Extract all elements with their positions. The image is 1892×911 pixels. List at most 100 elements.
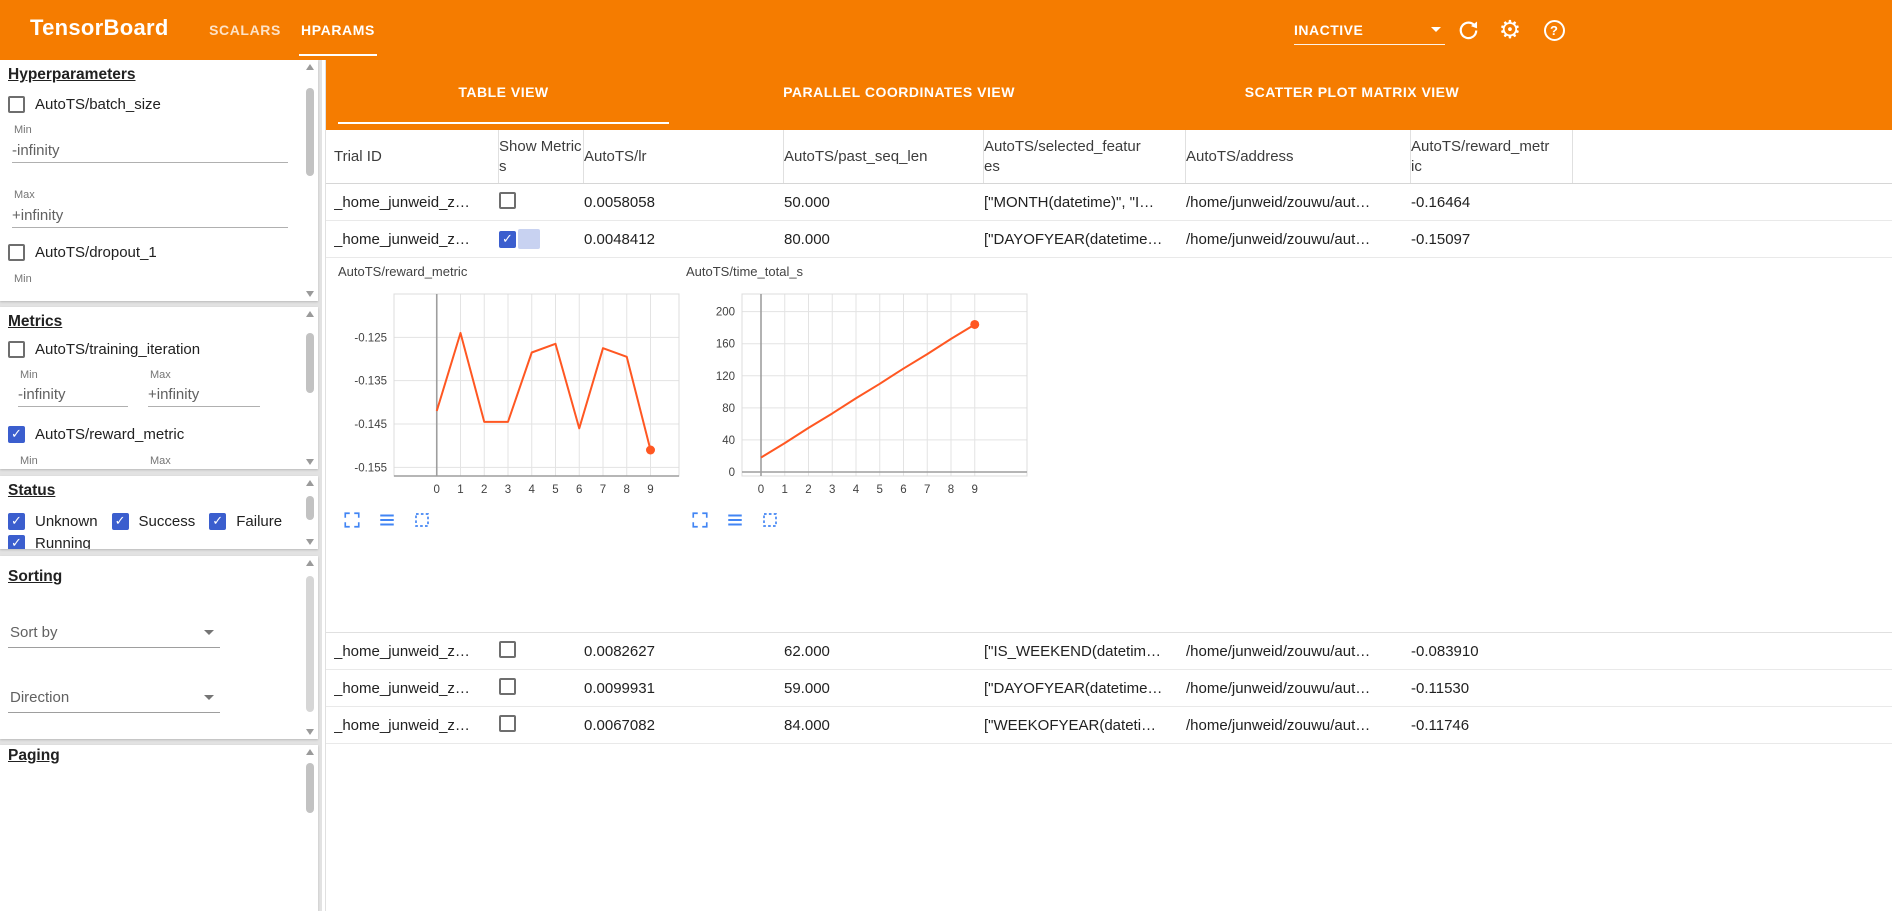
metric-reward-metric-checkbox[interactable]: ✓ (8, 425, 25, 443)
svg-text:3: 3 (829, 484, 835, 496)
scroll-down-icon[interactable] (306, 729, 314, 735)
status-row-1: ✓ Unknown ✓ Success ✓ Failure (8, 510, 296, 532)
show-metrics-checkbox[interactable] (499, 714, 516, 732)
run-status-dropdown[interactable]: INACTIVE (1294, 15, 1445, 45)
lr-cell: 0.0099931 (584, 679, 655, 697)
table-row: _home_junweid_z… ✓ 0.0048412 80.000 ["DA… (326, 221, 1892, 258)
scroll-down-icon[interactable] (306, 459, 314, 465)
scroll-up-icon[interactable] (306, 64, 314, 70)
reward-metric-cell: -0.11746 (1411, 716, 1470, 734)
reward-metric-cell: -0.083910 (1411, 642, 1479, 660)
scrollbar-thumb[interactable] (306, 496, 314, 520)
scrollbar-thumb[interactable] (306, 763, 314, 813)
svg-text:4: 4 (529, 484, 536, 496)
checkbox-ripple (518, 229, 540, 249)
status-success: ✓ Success (111, 512, 195, 530)
run-status-value: INACTIVE (1294, 21, 1364, 38)
marquee-zoom-icon[interactable] (760, 510, 779, 529)
hparam-batch-size-checkbox[interactable] (8, 95, 25, 113)
max-label: Max (150, 369, 171, 381)
reward-metric-chart-block: AutoTS/reward_metric -0.125 -0.135 -0.145-… (338, 264, 688, 529)
fullscreen-icon[interactable] (690, 510, 709, 529)
chart-controls (342, 510, 688, 529)
scrollbar-thumb[interactable] (306, 88, 314, 176)
show-metrics-checkbox[interactable] (499, 640, 516, 658)
help-button[interactable]: ? (1540, 16, 1568, 44)
app-header: TensorBoard SCALARS HPARAMS INACTIVE ⚙ ? (0, 0, 1892, 60)
svg-text:1: 1 (782, 484, 788, 496)
marquee-zoom-icon[interactable] (412, 510, 431, 529)
column-header-trial-id[interactable]: Trial ID (334, 130, 499, 183)
scroll-up-icon[interactable] (306, 749, 314, 755)
min-label: Min (20, 369, 38, 381)
training-iteration-max-input[interactable] (148, 383, 260, 407)
selected-features-cell: ["DAYOFYEAR(datetime… (984, 679, 1163, 697)
lr-cell: 0.0058058 (584, 193, 655, 211)
line-style-icon[interactable] (725, 510, 744, 529)
settings-button[interactable]: ⚙ (1496, 16, 1524, 44)
show-metrics-checkbox[interactable] (499, 191, 516, 209)
svg-text:160: 160 (716, 339, 735, 351)
column-header-reward-metric[interactable]: AutoTS/reward_metric (1411, 130, 1573, 183)
show-metrics-checkbox[interactable]: ✓ (499, 230, 516, 248)
column-header-lr[interactable]: AutoTS/lr (584, 130, 784, 183)
trial-id-cell: _home_junweid_z… (334, 716, 470, 734)
lr-cell: 0.0067082 (584, 716, 655, 734)
scrollbar-thumb[interactable] (306, 576, 314, 712)
lr-cell: 0.0082627 (584, 642, 655, 660)
scrollbar[interactable] (304, 64, 316, 297)
trial-id-cell: _home_junweid_z… (334, 642, 470, 660)
sort-by-dropdown[interactable]: Sort by (8, 618, 220, 648)
svg-text:8: 8 (948, 484, 954, 496)
batch-size-min-input[interactable] (12, 139, 288, 163)
help-icon: ? (1543, 19, 1565, 41)
svg-text:8: 8 (624, 484, 630, 496)
hparam-dropout-checkbox[interactable] (8, 243, 25, 261)
hparam-batch-size-label: AutoTS/batch_size (35, 95, 161, 113)
past-seq-len-cell: 50.000 (784, 193, 830, 211)
line-style-icon[interactable] (377, 510, 396, 529)
scroll-up-icon[interactable] (306, 480, 314, 486)
scrollbar[interactable] (304, 749, 316, 907)
tab-scatter-plot-matrix-view[interactable]: SCATTER PLOT MATRIX VIEW (1244, 84, 1460, 100)
chevron-down-icon (204, 695, 214, 700)
hparam-batch-size-row: AutoTS/batch_size (8, 93, 161, 115)
scroll-up-icon[interactable] (306, 560, 314, 566)
status-unknown-label: Unknown (35, 512, 98, 530)
scroll-down-icon[interactable] (306, 539, 314, 545)
status-failure-checkbox[interactable]: ✓ (209, 512, 227, 530)
tab-table-view[interactable]: TABLE VIEW (338, 60, 669, 124)
show-metrics-checkbox[interactable] (499, 677, 516, 695)
scroll-down-icon[interactable] (306, 291, 314, 297)
refresh-button[interactable] (1454, 16, 1482, 44)
fullscreen-icon[interactable] (342, 510, 361, 529)
scrollbar-thumb[interactable] (306, 333, 314, 393)
metric-reward-metric-label: AutoTS/reward_metric (35, 425, 185, 443)
direction-dropdown[interactable]: Direction (8, 683, 220, 713)
status-success-checkbox[interactable]: ✓ (111, 512, 129, 530)
reward-metric-chart[interactable]: -0.125 -0.135 -0.145 -0.155 0 1 2 3 4 5 6 7 8 9 (338, 286, 688, 502)
svg-text:6: 6 (900, 484, 906, 496)
column-header-selected-features[interactable]: AutoTS/selected_features (984, 130, 1186, 183)
metric-training-iteration-checkbox[interactable] (8, 340, 25, 358)
scrollbar[interactable] (304, 311, 316, 465)
tab-parallel-coordinates-view[interactable]: PARALLEL COORDINATES VIEW (783, 84, 1015, 100)
svg-text:200: 200 (716, 307, 735, 319)
scrollbar[interactable] (304, 480, 316, 545)
tab-scalars[interactable]: SCALARS (209, 22, 281, 38)
column-header-past-seq-len[interactable]: AutoTS/past_seq_len (784, 130, 984, 183)
time-total-chart[interactable]: 0 40 80 120 160 200 0 1 2 3 4 5 6 7 8 9 (686, 286, 1036, 502)
svg-text:-0.145: -0.145 (354, 419, 387, 431)
main-content: TABLE VIEW PARALLEL COORDINATES VIEW SCA… (325, 60, 1892, 911)
status-running-checkbox[interactable]: ✓ (8, 534, 25, 549)
scrollbar[interactable] (304, 560, 316, 735)
training-iteration-min-input[interactable] (18, 383, 128, 407)
scroll-up-icon[interactable] (306, 311, 314, 317)
column-header-address[interactable]: AutoTS/address (1186, 130, 1411, 183)
status-unknown-checkbox[interactable]: ✓ (8, 512, 25, 530)
batch-size-max-input[interactable] (12, 204, 288, 228)
column-header-show-metrics[interactable]: Show Metrics (499, 130, 584, 183)
app-title: TensorBoard (30, 15, 169, 40)
tab-hparams[interactable]: HPARAMS (297, 0, 379, 60)
status-failure-label: Failure (236, 512, 283, 530)
